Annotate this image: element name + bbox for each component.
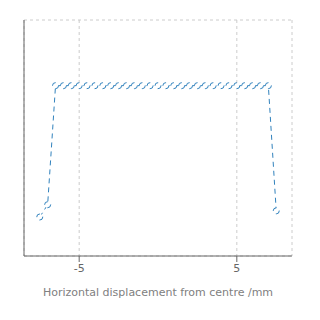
svg-text:5: 5 [233, 262, 240, 275]
svg-text:Horizontal displacement from c: Horizontal displacement from centre /mm [43, 286, 273, 299]
svg-text:-5: -5 [74, 262, 85, 275]
